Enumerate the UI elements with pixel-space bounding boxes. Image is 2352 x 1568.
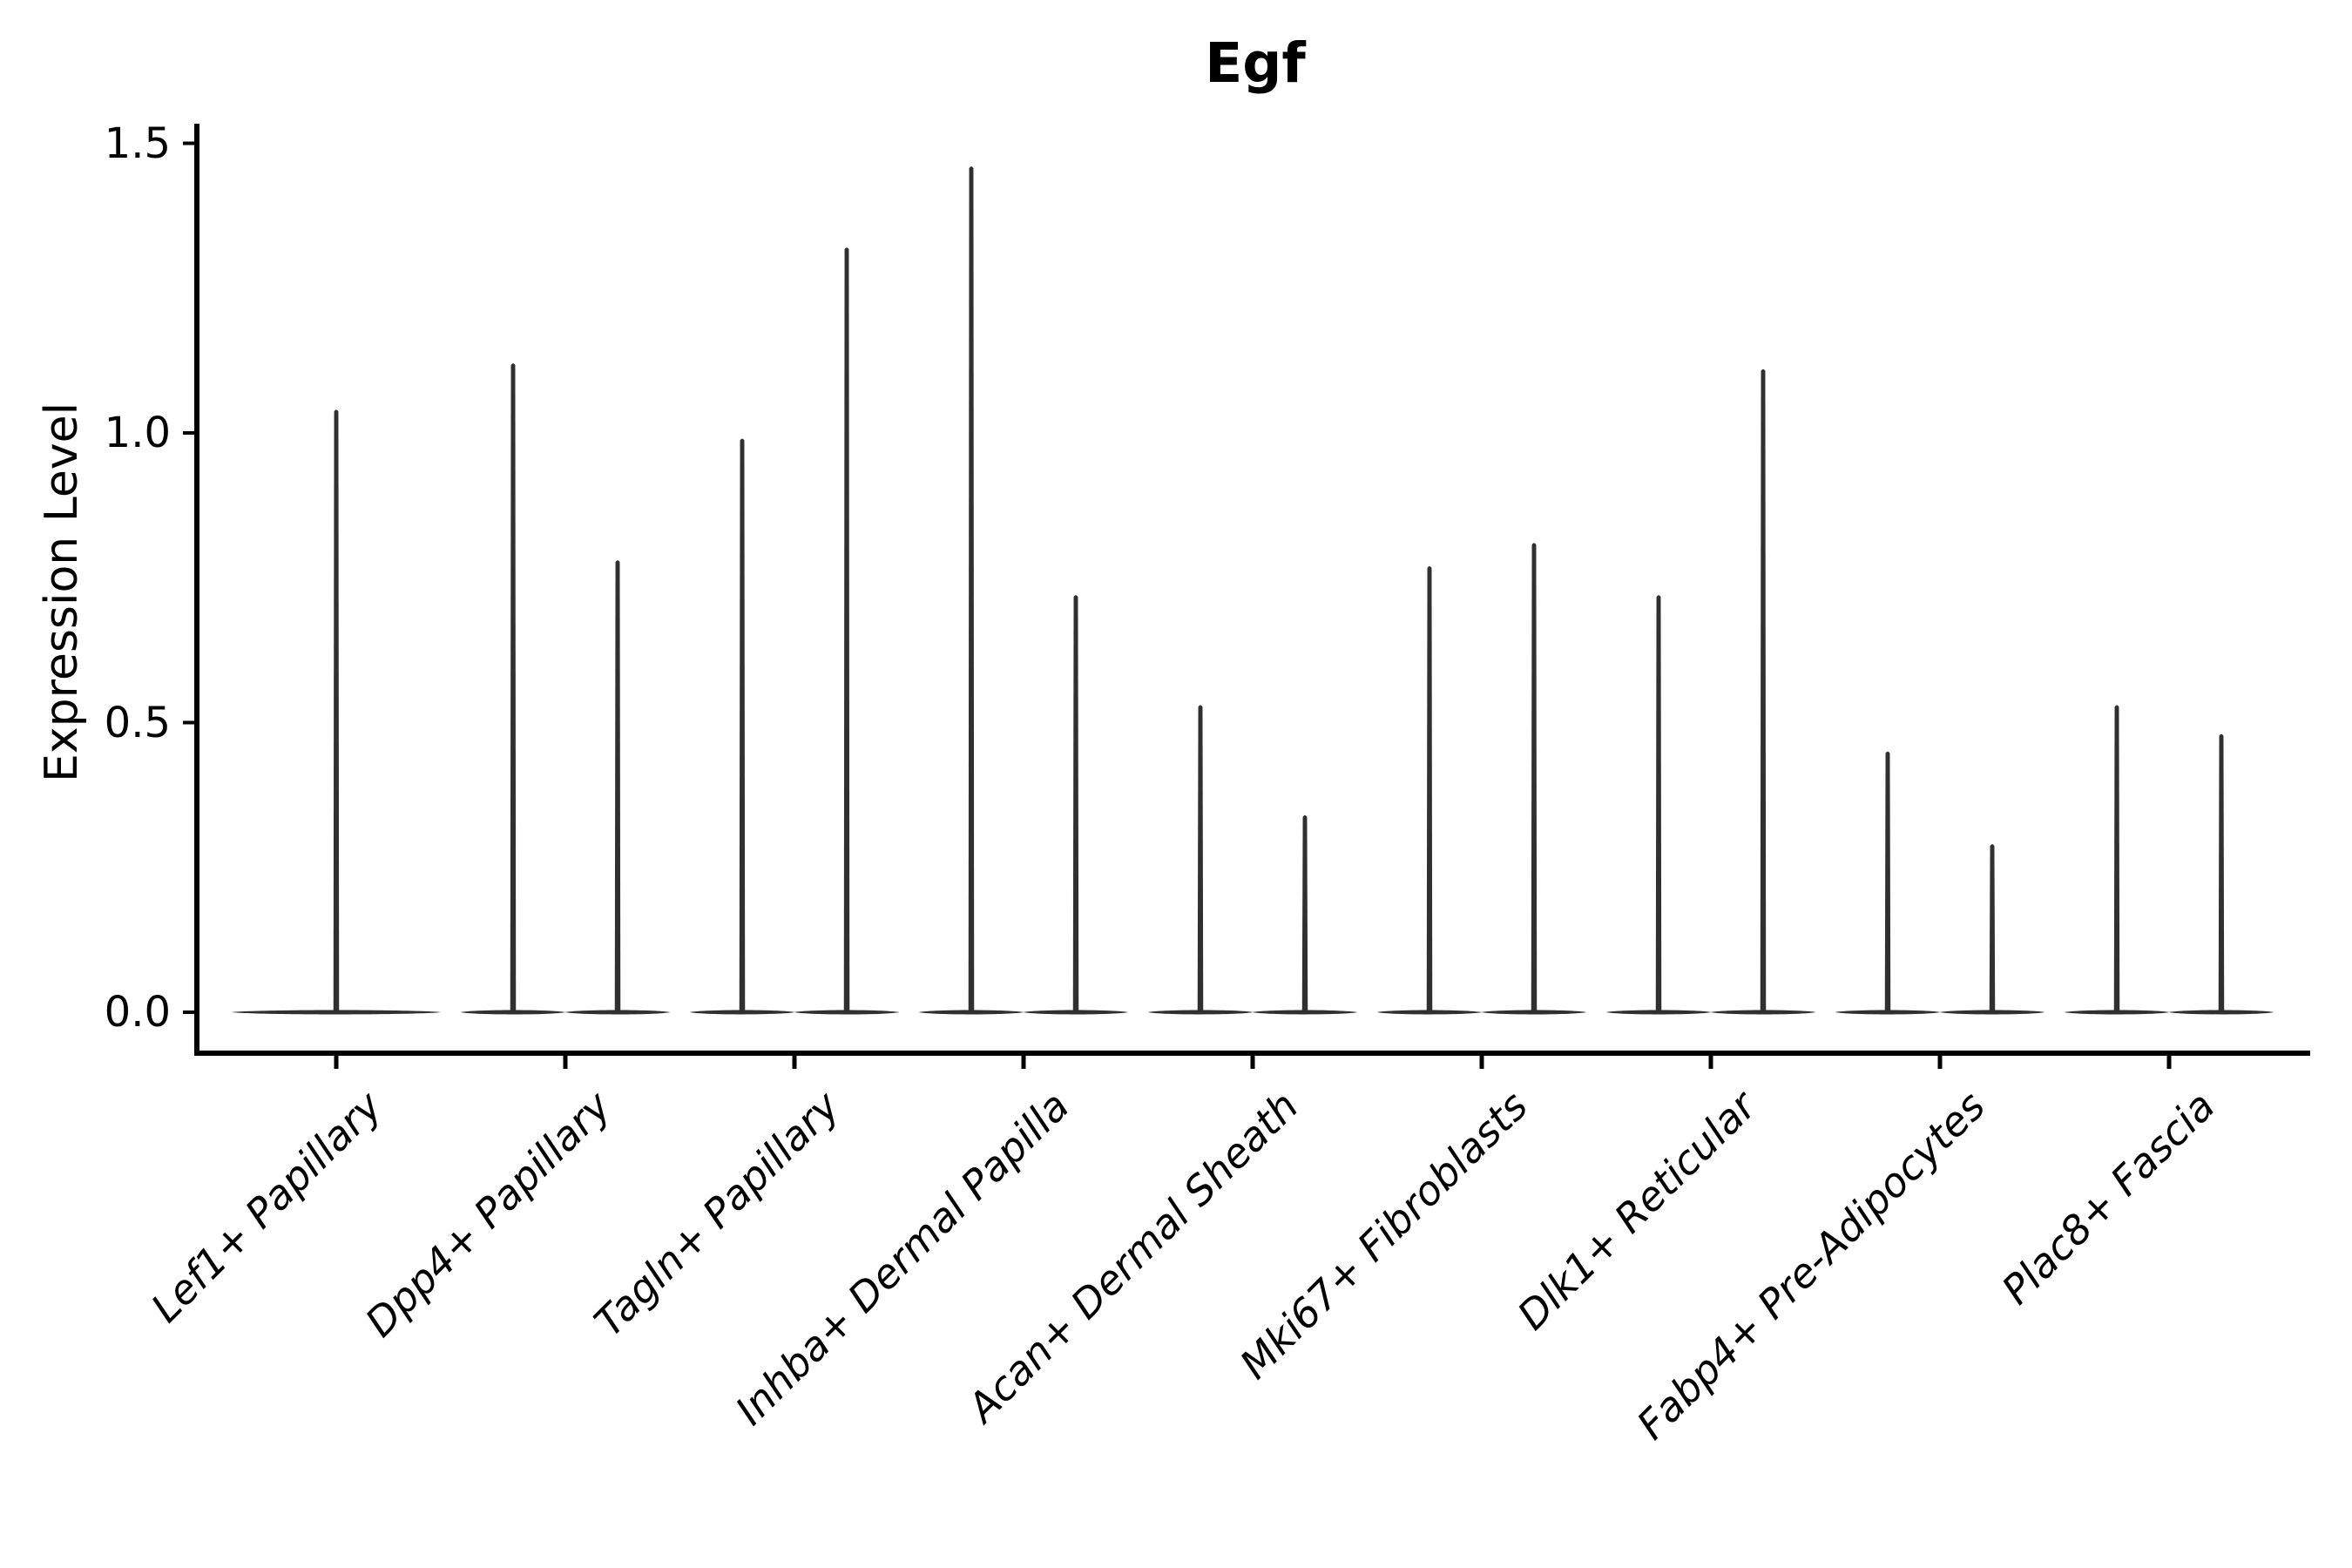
- violin-spike: [1531, 543, 1538, 1012]
- violin-spike: [739, 438, 746, 1012]
- violin-spike: [1072, 595, 1079, 1012]
- violin-spike: [614, 560, 621, 1012]
- violin-spike: [510, 363, 517, 1012]
- y-tick-label: 0.5: [104, 698, 171, 747]
- violin-spike: [2218, 733, 2225, 1012]
- y-tick-label: 1.0: [104, 409, 171, 457]
- violin-spike: [1197, 705, 1204, 1012]
- violin-spike: [1301, 814, 1308, 1012]
- violin-spike: [968, 166, 975, 1013]
- violin-spike: [1884, 751, 1891, 1012]
- violin-spike: [1426, 565, 1433, 1012]
- violin-spike: [1760, 368, 1767, 1013]
- violin-spike: [1655, 595, 1662, 1012]
- plot-title: Egf: [1205, 31, 1306, 95]
- violin-spike: [1989, 844, 1996, 1012]
- y-tick-label: 1.5: [104, 118, 171, 168]
- violin-spike: [333, 409, 340, 1012]
- violin-spike: [843, 247, 850, 1012]
- violin-spike: [2113, 705, 2120, 1012]
- y-tick-label: 0.0: [104, 988, 171, 1037]
